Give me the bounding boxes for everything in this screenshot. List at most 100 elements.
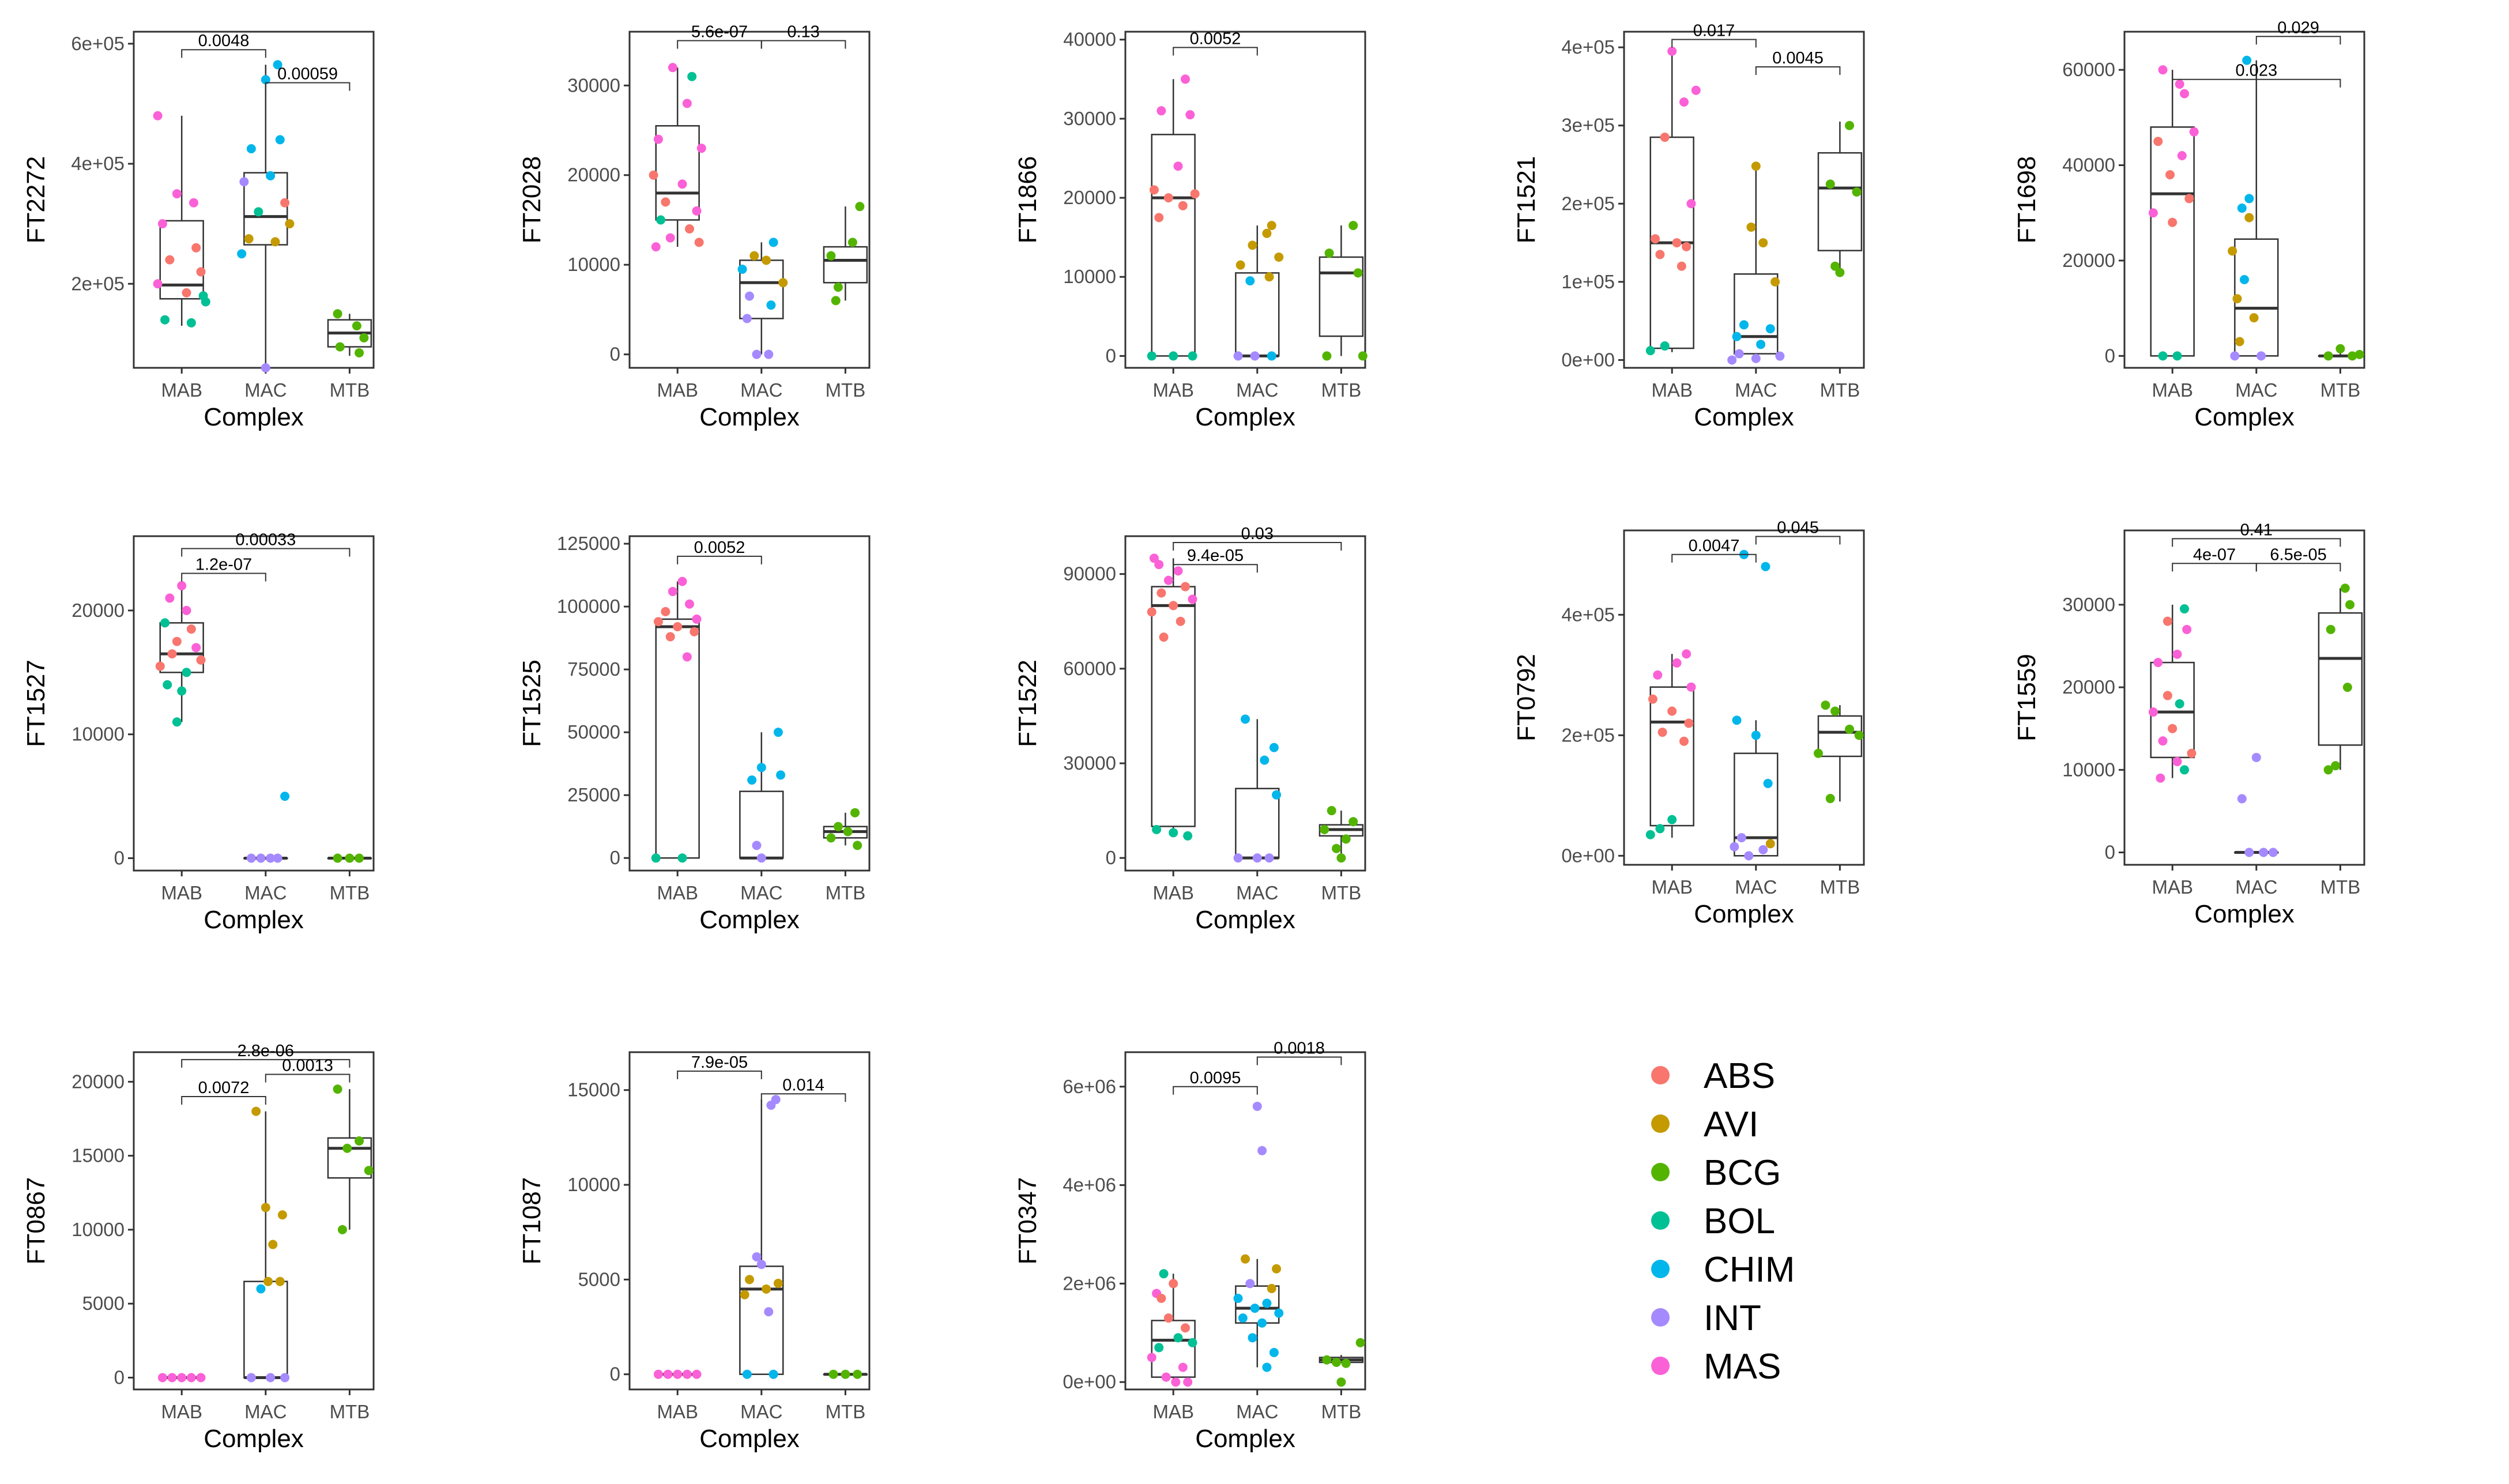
point-MAS <box>1163 575 1173 585</box>
point-BCG <box>833 283 843 292</box>
legend-item-BCG: BCG <box>1651 1153 1781 1193</box>
bracket-line <box>677 40 762 49</box>
significance-bracket: 0.41 <box>2172 521 2341 547</box>
box-iqr <box>243 172 288 246</box>
point-AVI <box>1272 1264 1282 1274</box>
x-tick-label: MAC <box>740 882 782 903</box>
point-MAS <box>668 586 677 596</box>
point-BCG <box>853 841 862 850</box>
y-tick-label: 10000 <box>2062 759 2115 780</box>
point-BOL <box>160 618 170 628</box>
point-CHIM <box>2244 194 2254 204</box>
y-tick-label: 6e+06 <box>1063 1076 1116 1097</box>
y-tick-label: 4e+05 <box>71 153 125 174</box>
y-tick-label: 10000 <box>71 724 125 745</box>
point-ABS <box>661 607 670 616</box>
box-iqr <box>1734 273 1779 355</box>
point-BCG <box>1830 706 1840 716</box>
point-MAS <box>191 643 201 653</box>
point-MAS <box>165 593 175 603</box>
box-MTB <box>1817 121 1863 274</box>
box-MAC <box>1235 719 1280 860</box>
p-value-label: 6.5e-05 <box>2270 545 2326 564</box>
point-AVI <box>773 1278 783 1288</box>
y-tick-label: 0 <box>114 848 125 869</box>
box-iqr <box>655 618 700 859</box>
point-INT <box>742 314 752 323</box>
point-BCG <box>828 1369 838 1379</box>
bracket-line <box>181 572 266 582</box>
point-MAS <box>2148 707 2158 717</box>
box-MAB <box>159 115 204 326</box>
p-value-label: 1.2e-07 <box>195 555 252 574</box>
point-AVI <box>2232 294 2242 304</box>
chart-panel-FT0347: 0e+00 2e+06 4e+06 6e+06 MAB MAC MTB Complex FT03… <box>1014 1039 1366 1453</box>
plot-frame <box>1623 31 1865 369</box>
x-tick-label: MAB <box>657 379 698 401</box>
point-AVI <box>2244 213 2254 223</box>
point-INT <box>1751 353 1761 363</box>
point-INT <box>1744 851 1754 861</box>
point-ABS <box>172 636 182 646</box>
y-tick-label: 125000 <box>557 533 620 554</box>
x-tick-label: MTB <box>330 882 370 903</box>
point-BCG <box>1348 817 1358 827</box>
legend-swatch <box>1651 1066 1670 1084</box>
x-axis-title: Complex <box>2194 900 2295 928</box>
point-AVI <box>1758 238 1768 248</box>
box-iqr <box>2150 126 2195 357</box>
point-CHIM <box>1761 562 1770 571</box>
significance-bracket: 0.00033 <box>181 530 351 557</box>
point-INT <box>1734 349 1744 359</box>
point-INT <box>2256 351 2266 361</box>
point-BCG <box>826 833 836 843</box>
legend-item-AVI: AVI <box>1651 1105 1758 1144</box>
point-ABS <box>1156 1294 1166 1304</box>
point-AVI <box>1248 240 1257 250</box>
box-MAB <box>159 585 204 722</box>
point-INT <box>1233 853 1243 863</box>
point-INT <box>1233 351 1243 361</box>
point-BCG <box>2323 765 2333 775</box>
chart-panel-FT1527: 0 10000 20000 MAB MAC MTB Complex FT1527 0.00033… <box>22 530 375 934</box>
point-CHIM <box>766 300 776 310</box>
x-tick-label: MAB <box>2152 876 2193 898</box>
y-tick-label: 10000 <box>1063 266 1116 287</box>
point-BOL <box>177 686 187 696</box>
point-ABS <box>1682 242 1691 251</box>
point-BOL <box>1169 828 1178 838</box>
point-BCG <box>2340 583 2350 593</box>
y-tick-label: 0 <box>1106 847 1116 868</box>
plot-frame <box>628 535 871 872</box>
point-BCG <box>1322 1355 1332 1365</box>
point-BOL <box>2158 351 2168 361</box>
point-INT <box>246 1373 256 1383</box>
point-CHIM <box>1269 1347 1279 1357</box>
point-MAS <box>1679 97 1689 107</box>
bracket-line <box>677 1070 762 1079</box>
point-AVI <box>1267 1283 1276 1293</box>
point-MAS <box>1154 560 1164 570</box>
point-ABS <box>694 238 704 247</box>
y-tick-label: 4e+05 <box>1561 604 1615 625</box>
x-tick-label: MAC <box>2235 876 2277 898</box>
p-value-label: 0.0072 <box>198 1079 250 1097</box>
p-value-label: 0.029 <box>2277 18 2319 37</box>
legend-label: ABS <box>1704 1056 1775 1096</box>
box-iqr <box>1817 152 1863 251</box>
point-AVI <box>1241 1254 1250 1264</box>
chart-panel-FT1522: 0 30000 60000 90000 MAB MAC MTB Complex FT1522 0.… <box>1014 525 1366 934</box>
point-MAS <box>157 1373 167 1383</box>
box-MAC <box>243 65 288 368</box>
point-BCG <box>1821 700 1830 710</box>
y-axis-title: FT1527 <box>22 660 50 747</box>
point-BOL <box>651 853 661 863</box>
legend-item-ABS: ABS <box>1651 1056 1775 1096</box>
point-AVI <box>2228 246 2237 256</box>
box-MAC <box>739 242 784 355</box>
bracket-line <box>181 49 266 58</box>
x-tick-label: MTB <box>826 882 866 903</box>
bracket-line <box>1256 1056 1342 1065</box>
box-MAC <box>739 732 784 860</box>
point-MAS <box>2189 127 2199 137</box>
